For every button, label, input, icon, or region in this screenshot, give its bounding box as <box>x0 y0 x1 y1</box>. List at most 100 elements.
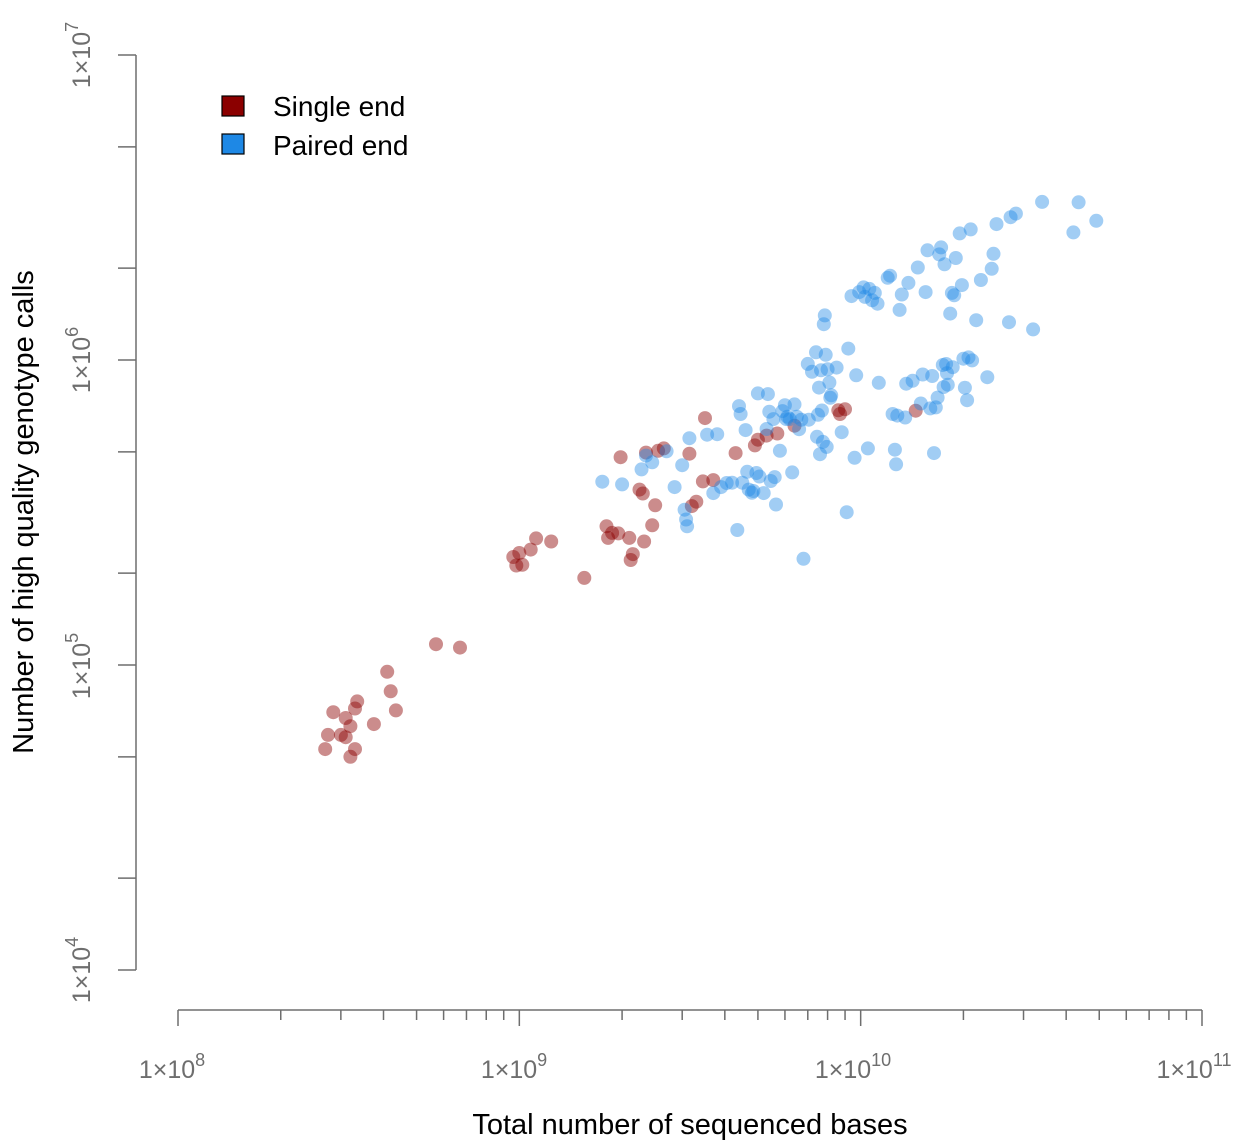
single-end-point <box>429 637 443 652</box>
paired-end-point <box>659 444 674 459</box>
x-tick-label-base: 1×10 <box>139 1056 195 1084</box>
x-tick-label-1e11: 1×1011 <box>1157 1050 1232 1084</box>
legend-label-single-end: Single end <box>273 91 405 122</box>
paired-end-point <box>645 455 660 470</box>
paired-end-point <box>639 448 653 463</box>
paired-end-point <box>789 409 804 424</box>
paired-end-point <box>852 285 867 300</box>
paired-end-point <box>954 278 969 293</box>
paired-end-point <box>714 480 729 495</box>
paired-end-point <box>752 469 767 484</box>
y-tick-label-1e6: 1×106 <box>62 327 96 393</box>
single-end-point <box>333 727 348 742</box>
paired-end-point <box>948 251 963 265</box>
single-end-point <box>523 542 538 557</box>
paired-end-point <box>965 353 980 368</box>
paired-end-point <box>947 288 962 303</box>
single-end-point <box>637 534 652 549</box>
paired-end-point <box>706 486 721 501</box>
paired-end-point <box>989 217 1004 232</box>
single-end-point <box>625 547 640 562</box>
paired-end-point <box>732 399 746 414</box>
paired-end-point <box>980 370 995 385</box>
paired-end-point <box>943 306 958 321</box>
x-tick-labels: 1×108 1×109 1×1010 1×1011 <box>139 1050 1232 1084</box>
single-end-point <box>611 526 626 541</box>
single-end-point <box>639 445 653 460</box>
paired-end-point <box>780 409 795 424</box>
x-tick-label-1e8: 1×108 <box>139 1050 205 1084</box>
paired-end-point <box>814 363 828 378</box>
paired-end-point <box>865 293 880 308</box>
paired-end-point <box>677 502 692 517</box>
paired-end-point <box>898 410 913 425</box>
paired-end-point <box>892 302 907 317</box>
points-layer <box>318 194 1104 764</box>
paired-end-point <box>870 296 885 311</box>
paired-end-point <box>746 484 761 498</box>
x-tick-label-exponent: 11 <box>1213 1050 1232 1070</box>
y-tick-label-exponent: 6 <box>62 327 82 337</box>
paired-end-point <box>769 497 783 512</box>
single-end-point <box>656 441 671 456</box>
single-end-point <box>750 432 765 447</box>
legend-label-paired-end: Paired end <box>273 130 408 161</box>
paired-end-point <box>939 357 954 371</box>
paired-end-point <box>750 386 765 401</box>
single-end-point <box>632 482 647 497</box>
single-end-point <box>698 411 712 426</box>
single-end-point <box>601 530 616 545</box>
y-tick-label-base: 1×10 <box>68 643 96 699</box>
paired-end-point <box>905 373 920 388</box>
paired-end-point <box>767 470 782 485</box>
paired-end-point <box>817 308 832 323</box>
paired-end-point <box>822 375 837 390</box>
paired-end-point <box>918 285 933 300</box>
paired-end-point <box>740 464 755 479</box>
paired-end-point <box>818 347 833 362</box>
paired-end-point <box>890 408 905 423</box>
paired-end-point <box>901 275 916 290</box>
legend: Single end Paired end <box>221 91 408 161</box>
single-end-point <box>728 446 743 461</box>
single-end-point <box>838 402 852 417</box>
single-end-point <box>605 525 620 540</box>
paired-end-point <box>961 350 976 365</box>
single-end-point <box>651 443 666 458</box>
paired-end-point <box>1026 322 1041 337</box>
paired-end-point <box>812 380 826 395</box>
paired-end-point <box>860 441 875 456</box>
y-axis-label: Number of high quality genotype calls <box>8 270 40 754</box>
single-end-point <box>648 498 663 513</box>
paired-end-point <box>749 466 764 480</box>
single-end-point <box>343 719 358 734</box>
paired-end-point <box>889 457 904 472</box>
paired-end-point <box>1035 194 1050 209</box>
x-tick-label-exponent: 8 <box>195 1050 205 1070</box>
y-tick-label-1e5: 1×105 <box>62 633 96 699</box>
paired-end-point <box>1066 225 1081 240</box>
paired-end-point <box>829 360 844 375</box>
paired-end-point <box>800 356 815 371</box>
paired-end-point <box>1008 206 1023 221</box>
paired-end-point <box>759 422 774 436</box>
single-end-point <box>645 518 660 533</box>
paired-end-point <box>899 376 914 391</box>
single-end-point <box>635 486 650 501</box>
paired-end-point <box>847 450 862 465</box>
paired-end-point <box>725 475 740 490</box>
paired-end-point <box>820 362 835 377</box>
legend-swatch-paired-end <box>221 133 245 155</box>
paired-end-point <box>935 358 950 372</box>
single-end-point <box>388 703 403 718</box>
single-end-point <box>318 742 333 757</box>
single-end-point <box>599 519 614 534</box>
single-end-point <box>366 717 381 732</box>
y-tick-label-1e4: 1×104 <box>62 937 96 1003</box>
paired-end-point <box>973 273 988 287</box>
single-end-point <box>908 403 923 418</box>
paired-end-point <box>730 523 745 537</box>
paired-end-point <box>915 367 930 382</box>
y-tick-label-exponent: 4 <box>62 937 82 947</box>
paired-end-point <box>824 388 839 403</box>
